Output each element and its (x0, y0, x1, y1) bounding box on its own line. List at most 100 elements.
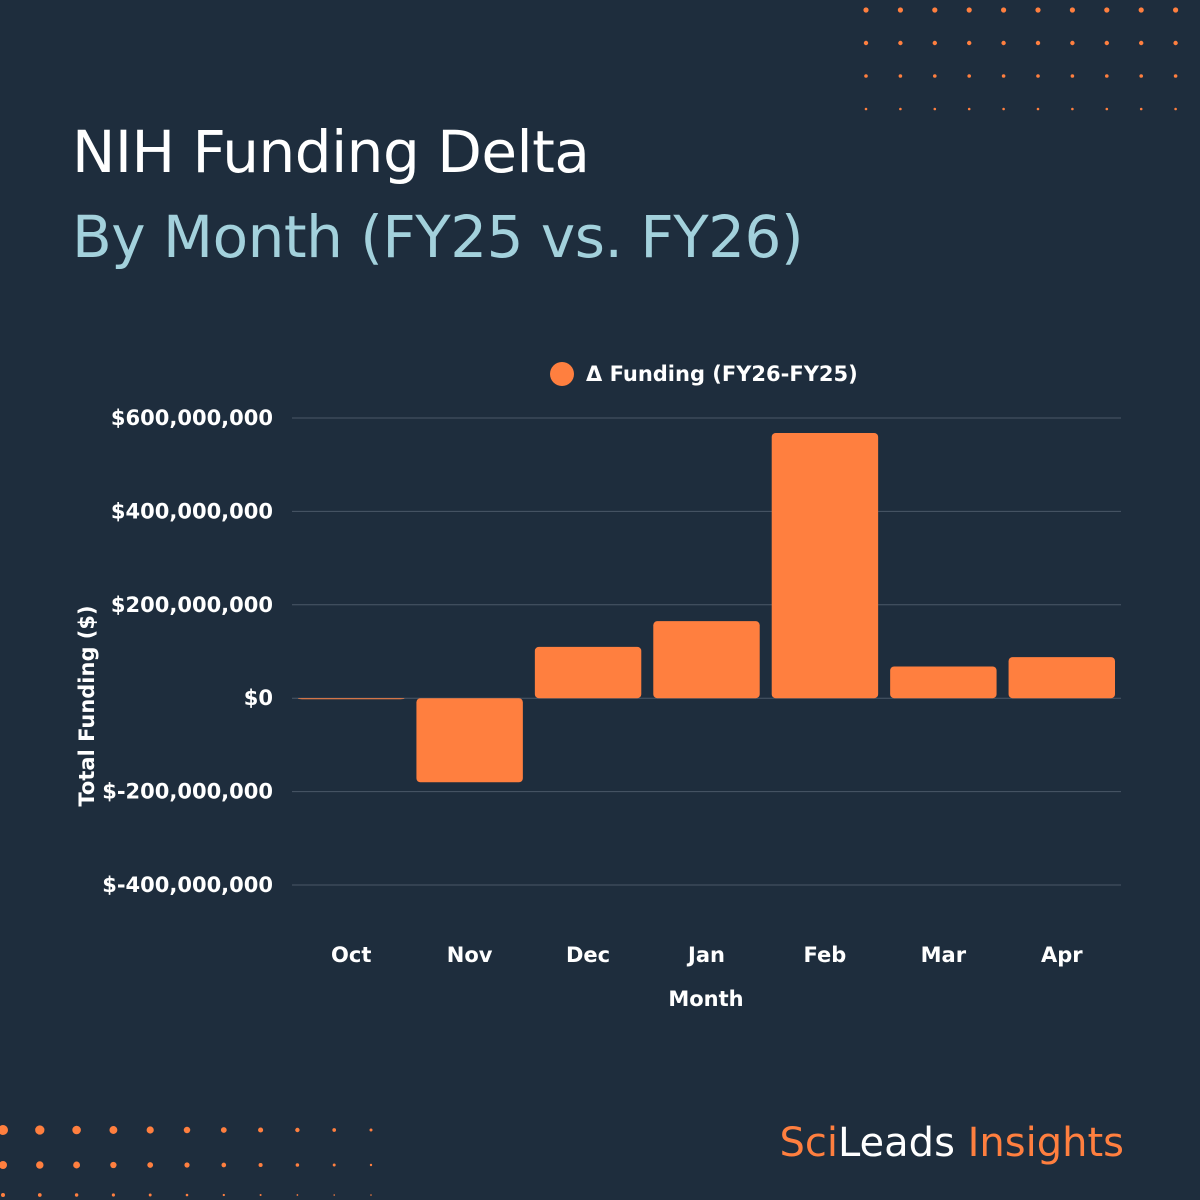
dot (333, 1194, 336, 1196)
dot (1001, 74, 1006, 78)
bar-apr (1008, 657, 1115, 699)
dot (967, 107, 971, 111)
x-tick-label: Mar (921, 943, 967, 967)
dot (898, 40, 903, 46)
dot (73, 1161, 81, 1169)
x-tick-label: Dec (566, 943, 610, 967)
dot (1035, 7, 1041, 13)
dot (898, 74, 903, 78)
dot (0, 1161, 7, 1169)
dot (1173, 40, 1178, 46)
dot (332, 1163, 336, 1167)
dot (258, 1162, 263, 1168)
legend-label: Δ Funding (FY26-FY25) (586, 362, 858, 386)
dot (966, 7, 972, 13)
x-tick-label: Jan (686, 943, 725, 967)
dot (370, 1194, 372, 1196)
dot (1070, 74, 1075, 78)
x-tick-label: Nov (447, 943, 493, 967)
dot (332, 1128, 337, 1132)
dot (1036, 107, 1040, 111)
dot (863, 40, 869, 46)
x-axis-title: Month (668, 987, 743, 1011)
bar-chart: Δ Funding (FY26-FY25) $600,000,000 $400,0… (75, 362, 1121, 1011)
dot (1138, 7, 1144, 13)
dot (897, 7, 903, 13)
dot (0, 1125, 8, 1135)
dot (1036, 74, 1040, 78)
dot (295, 1163, 300, 1167)
x-tick-label: Feb (804, 943, 847, 967)
dot (222, 1193, 225, 1197)
dot (184, 1162, 190, 1168)
dot (1139, 74, 1143, 78)
brand-part-leads: Leads (837, 1120, 955, 1166)
y-axis-title: Total Funding ($) (75, 605, 99, 806)
dot (1139, 107, 1143, 111)
dot (1035, 40, 1041, 46)
bar-jan (653, 621, 760, 699)
x-axis-ticks: Oct Nov Dec Jan Feb Mar Apr (331, 943, 1083, 967)
decorative-dots-top (863, 7, 1179, 111)
dot (109, 1126, 118, 1134)
dot (221, 1162, 227, 1168)
y-tick-label: $-400,000,000 (102, 873, 273, 897)
dot (864, 107, 868, 111)
dot (932, 7, 938, 13)
page-title: NIH Funding Delta (72, 118, 590, 186)
chart-legend: Δ Funding (FY26-FY25) (550, 362, 858, 386)
dot (295, 1127, 300, 1133)
dot (932, 40, 937, 46)
brand-logo: SciLeads Insights (779, 1120, 1124, 1166)
dot (36, 1161, 44, 1169)
brand-part-sci: Sci (779, 1120, 838, 1166)
legend-swatch (550, 362, 574, 386)
dot (148, 1193, 152, 1197)
dot (35, 1125, 45, 1135)
y-tick-label: $600,000,000 (111, 406, 273, 430)
dot (1104, 7, 1110, 13)
y-tick-label: $-200,000,000 (102, 780, 273, 804)
dot (111, 1193, 115, 1197)
dot (258, 1127, 264, 1133)
chart-bars (298, 432, 1115, 783)
dot (863, 7, 869, 13)
bar-nov (416, 698, 523, 783)
dot (183, 1126, 191, 1134)
decorative-dots-bottom (0, 1125, 373, 1197)
y-axis-ticks: $600,000,000 $400,000,000 $200,000,000 $0 $-… (102, 406, 273, 897)
dot (1139, 40, 1144, 46)
dot (899, 107, 902, 111)
dot (74, 1193, 79, 1197)
dot (259, 1193, 262, 1197)
dot (864, 74, 868, 78)
dot (296, 1194, 299, 1196)
dot (220, 1127, 227, 1133)
bar-mar (890, 666, 997, 699)
dot (72, 1125, 81, 1135)
x-tick-label: Oct (331, 943, 371, 967)
dot (1105, 107, 1109, 111)
dot (1001, 40, 1006, 46)
dot (1001, 7, 1007, 13)
bar-feb (771, 432, 879, 699)
dot (1174, 107, 1177, 111)
dot (185, 1193, 189, 1197)
y-tick-label: $200,000,000 (111, 593, 273, 617)
dot (369, 1128, 373, 1132)
dot (1, 1193, 5, 1197)
page-subtitle: By Month (FY25 vs. FY26) (72, 203, 804, 271)
dot (1173, 74, 1178, 78)
bar-oct (298, 698, 405, 700)
dot (1173, 7, 1179, 13)
dot (110, 1161, 117, 1169)
dot (967, 74, 971, 78)
y-tick-label: $400,000,000 (111, 499, 273, 523)
dot (369, 1163, 373, 1167)
dot (1069, 7, 1075, 13)
y-tick-label: $0 (244, 686, 273, 710)
dot (1105, 74, 1109, 78)
dot (933, 107, 937, 111)
dot (967, 40, 972, 46)
dot (1071, 107, 1074, 111)
